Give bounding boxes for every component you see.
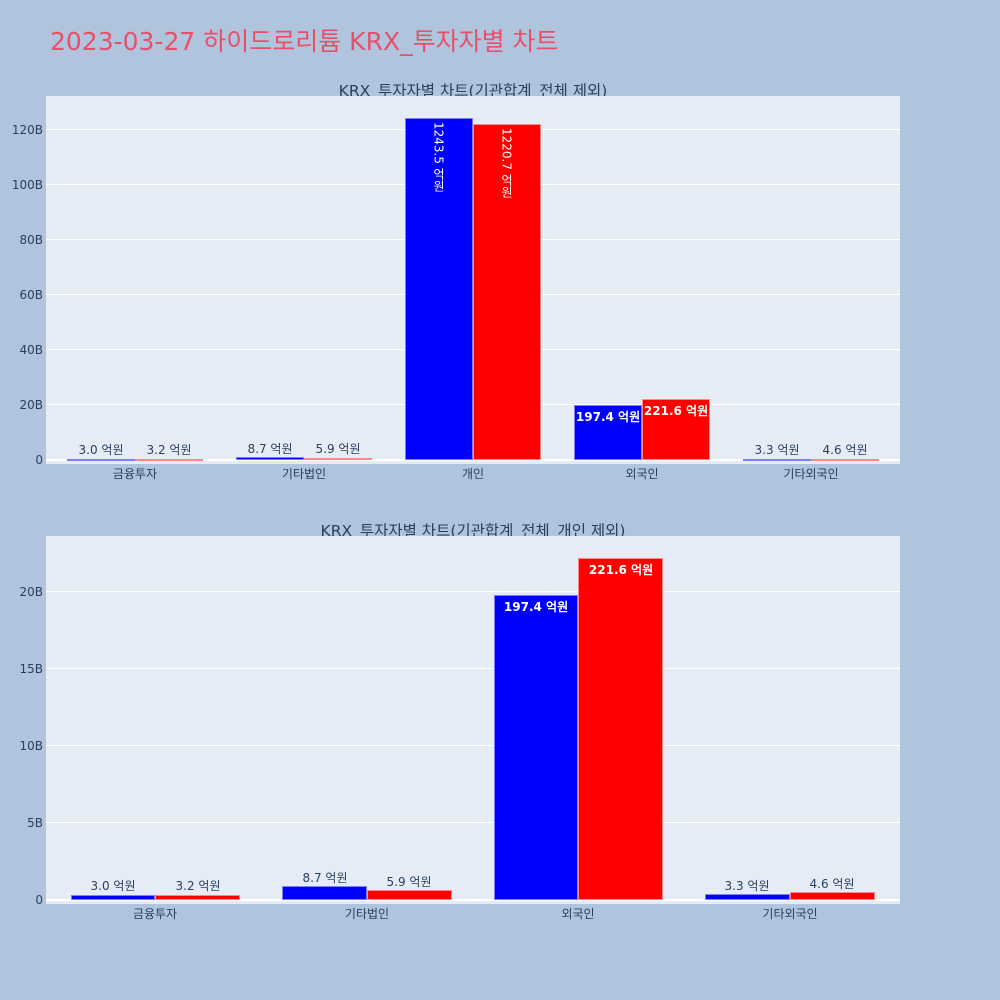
chart1-bar-label: 8.7 억원 (247, 442, 293, 456)
chart2-bar-buy[interactable] (494, 595, 578, 900)
chart1-title: KRX_투자자별 차트(기관합계_전체 제외) (338, 82, 608, 100)
chart1-bar-sell[interactable] (473, 124, 541, 460)
chart1-bar-label: 197.4 억원 (575, 410, 641, 424)
chart1-bar-sell[interactable] (135, 459, 203, 461)
chart2-title: KRX_투자자별 차트(기관합계_전체_개인 제외) (320, 522, 626, 540)
chart1-xtick: 금융투자 (112, 467, 158, 481)
page-title: 2023-03-27 하이드로리튬 KRX_투자자별 차트 (50, 27, 559, 56)
chart1-bar-label: 3.0 억원 (78, 443, 124, 457)
chart1-bar-label: 1243.5 억원 (431, 122, 446, 192)
chart1-ytick: 40B (19, 343, 43, 357)
chart2-bar-label: 8.7 억원 (302, 871, 348, 885)
chart1-bar-sell[interactable] (304, 458, 372, 460)
chart1-bar-label: 1220.7 억원 (499, 128, 514, 198)
chart2-bar-sell[interactable] (790, 892, 875, 900)
chart2-bar-label: 4.6 억원 (809, 877, 855, 891)
chart2-bar-label: 3.0 억원 (90, 879, 136, 893)
chart2-bar-sell[interactable] (578, 558, 663, 900)
chart1-ytick: 120B (11, 123, 43, 137)
chart1-xtick: 기타외국인 (783, 467, 839, 481)
chart1-xtick: 외국인 (625, 467, 659, 481)
chart1-bar-buy[interactable] (236, 457, 304, 460)
chart2-xtick: 기타법인 (344, 907, 390, 921)
chart2-bar-buy[interactable] (71, 895, 155, 900)
chart2-bar-sell[interactable] (367, 890, 452, 900)
chart2-ytick: 15B (19, 662, 43, 676)
chart2-bar-sell[interactable] (155, 895, 240, 900)
chart2-gridline (46, 668, 900, 669)
chart1-bar-buy[interactable] (67, 459, 135, 461)
chart1-bar-sell[interactable] (642, 399, 710, 460)
chart1-ytick: 20B (19, 398, 43, 412)
chart1-bar-label: 3.2 억원 (146, 443, 192, 457)
chart1-bar-label: 3.3 억원 (754, 443, 800, 457)
chart2-bar-buy[interactable] (705, 894, 790, 900)
chart1-ytick: 60B (19, 288, 43, 302)
chart1-ytick: 0 (35, 453, 43, 467)
chart1-bar-buy[interactable] (405, 118, 473, 460)
chart2-gridline (46, 591, 900, 592)
chart2-bar-label: 5.9 억원 (386, 875, 432, 889)
chart1-xtick: 개인 (461, 467, 485, 481)
chart1-bar-buy[interactable] (574, 405, 642, 460)
chart2-bar-label: 197.4 억원 (503, 600, 569, 614)
chart1-bar-label: 4.6 억원 (822, 443, 868, 457)
chart2-ytick: 10B (19, 739, 43, 753)
chart2-plot-area[interactable] (46, 536, 900, 904)
chart2-gridline (46, 822, 900, 823)
chart1-bar-sell[interactable] (811, 459, 879, 461)
chart2-ytick: 0 (35, 893, 43, 907)
chart2-zero-line (46, 898, 900, 901)
chart1-bar-label: 221.6 억원 (643, 404, 709, 418)
chart1-xtick: 기타법인 (281, 467, 327, 481)
chart2-bar-label: 221.6 억원 (588, 563, 654, 577)
chart2-bar-label: 3.3 억원 (724, 879, 770, 893)
chart2-ytick: 20B (19, 585, 43, 599)
chart2-xtick: 기타외국인 (762, 907, 818, 921)
chart1-ytick: 80B (19, 233, 43, 247)
chart2-bar-buy[interactable] (282, 886, 367, 900)
chart1-bar-label: 5.9 억원 (315, 442, 361, 456)
chart2-gridline (46, 745, 900, 746)
chart2-ytick: 5B (27, 816, 43, 830)
chart2-xtick: 금융투자 (132, 907, 178, 921)
chart2-bar-label: 3.2 억원 (175, 879, 221, 893)
chart1-bar-buy[interactable] (743, 459, 811, 461)
chart2-xtick: 외국인 (561, 907, 595, 921)
chart1-ytick: 100B (11, 178, 43, 192)
